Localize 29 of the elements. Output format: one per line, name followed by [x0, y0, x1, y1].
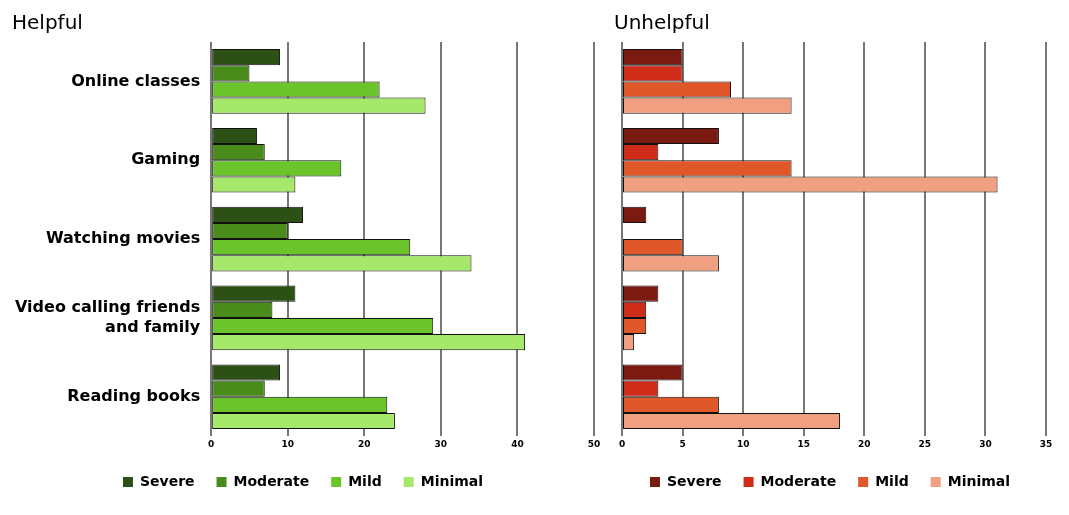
legend-label: Minimal	[947, 472, 1011, 489]
legend-label: Mild	[348, 472, 382, 489]
x-tick-label: 30	[434, 438, 448, 449]
x-tick-label: 25	[918, 438, 932, 449]
legend-label: Severe	[139, 472, 195, 489]
y-tick-label: Online classes	[71, 70, 201, 90]
text: Helpful	[12, 10, 83, 35]
y-tick-label: Video calling friends and family	[15, 297, 201, 336]
x-tick-label: 20	[358, 438, 371, 449]
x-tick-label: 0	[618, 438, 626, 449]
x-tick-label: 50	[587, 438, 601, 449]
x-tick-label: 30	[979, 438, 992, 449]
legend-label: Minimal	[420, 472, 484, 489]
legend-label: Mild	[875, 472, 909, 489]
x-tick-label: 5	[679, 438, 686, 449]
x-tick-label: 35	[1039, 438, 1053, 449]
x-tick-label: 0	[208, 438, 215, 449]
x-tick-label: 10	[281, 438, 294, 449]
x-tick-label: 10	[736, 438, 750, 449]
x-tick-label: 40	[511, 438, 524, 449]
legend-label: Severe	[666, 472, 722, 489]
y-tick-label: Reading books	[67, 385, 201, 405]
y-tick-label: Gaming	[131, 149, 201, 169]
legend-label: Moderate	[233, 472, 310, 489]
chart-title: Unhelpful	[614, 10, 710, 35]
x-tick-label: 20	[858, 438, 871, 449]
legend-label: Moderate	[760, 472, 837, 489]
x-tick-label: 15	[797, 438, 810, 449]
y-tick-label: Watching movies	[45, 228, 201, 248]
